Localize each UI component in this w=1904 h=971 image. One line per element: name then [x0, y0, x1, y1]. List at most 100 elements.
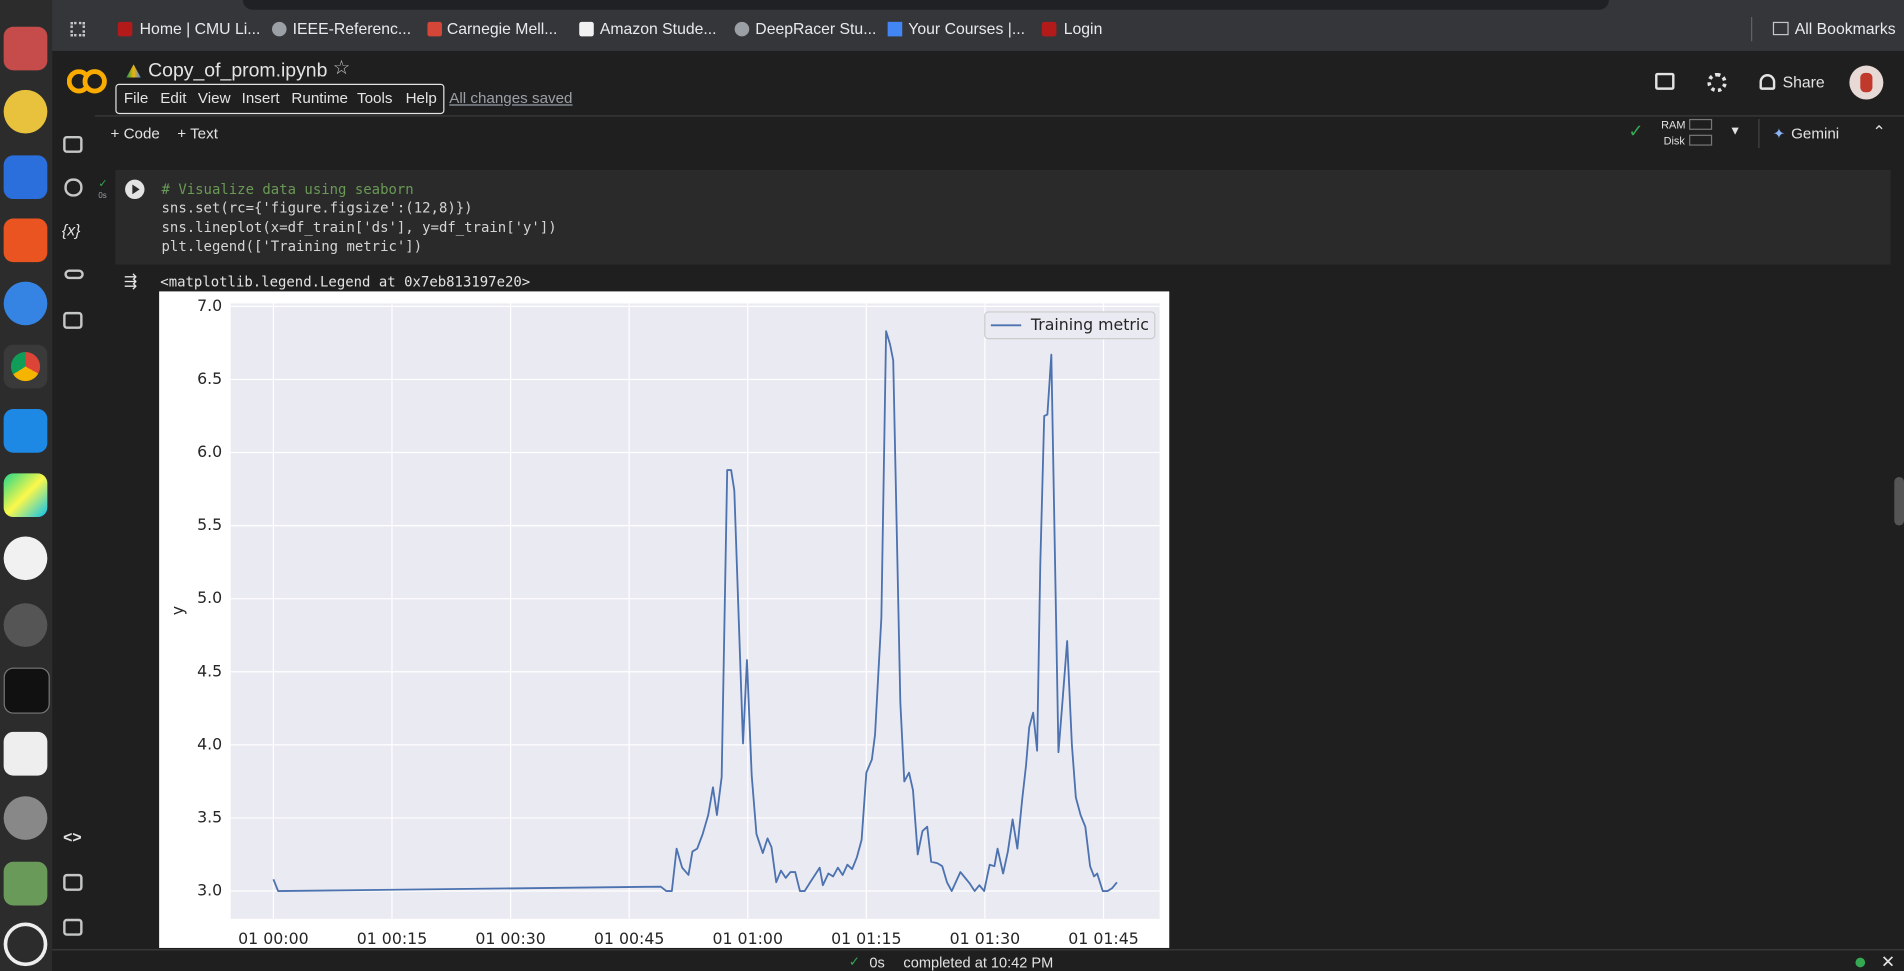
scrollbar[interactable] [1894, 477, 1904, 526]
x-tick-label: 01 01:30 [950, 929, 1021, 948]
separator [1751, 16, 1753, 42]
bookmark-icon [117, 21, 133, 37]
status-check: ✓ [848, 955, 860, 970]
bookmark-icon [272, 21, 287, 37]
x-tick-label: 01 00:45 [594, 929, 665, 948]
run-button[interactable] [125, 179, 145, 200]
exec-check: ✓ [98, 177, 108, 190]
snippets-icon[interactable]: <> [63, 827, 82, 846]
plot-area [230, 303, 1160, 919]
bookmark[interactable]: Login [1063, 19, 1103, 38]
command-icon[interactable] [63, 873, 83, 891]
add-code-button[interactable]: + Code [111, 124, 160, 143]
status-bar [52, 949, 1904, 971]
y-tick-label: 4.5 [197, 661, 222, 680]
comment-icon[interactable] [1655, 72, 1675, 90]
divider [94, 115, 1904, 117]
settings-icon[interactable] [1707, 72, 1727, 93]
dock-app[interactable] [3, 861, 48, 906]
dock-app[interactable] [3, 922, 48, 967]
collapse-icon[interactable]: ⌃ [1872, 122, 1886, 141]
bookmark-icon [427, 21, 443, 37]
ram-label: RAM [1661, 118, 1686, 132]
output-menu-icon[interactable]: ⇶ [123, 271, 138, 291]
exec-time: 0s [98, 191, 107, 201]
share-icon[interactable] [1759, 74, 1776, 90]
x-tick-label: 01 00:30 [475, 929, 546, 948]
y-tick-label: 6.0 [197, 442, 222, 461]
code-line: sns.set(rc={'figure.figsize':(12,8)}) [161, 199, 473, 217]
bookmark[interactable]: IEEE-Referenc... [292, 19, 412, 38]
all-bookmarks[interactable]: All Bookmarks [1794, 19, 1896, 38]
menu-item[interactable]: Runtime [291, 89, 348, 107]
gemini-button[interactable]: Gemini [1791, 125, 1840, 143]
dock-app[interactable] [3, 26, 48, 71]
star-icon[interactable]: ☆ [332, 58, 351, 79]
share-button[interactable]: Share [1782, 72, 1825, 92]
dock-app[interactable] [3, 536, 48, 581]
avatar[interactable] [1849, 65, 1884, 100]
menu-item[interactable]: Help [405, 89, 437, 107]
x-tick-label: 01 01:15 [831, 929, 902, 948]
close-status[interactable]: ✕ [1880, 951, 1896, 971]
code-cell[interactable] [115, 169, 1891, 265]
dock-app[interactable] [3, 796, 48, 840]
variables-icon[interactable]: {x} [61, 220, 81, 240]
apps-icon[interactable] [70, 21, 86, 37]
bookmark[interactable]: Carnegie Mell... [446, 19, 558, 38]
menu-item[interactable]: Insert [241, 89, 280, 107]
folder-icon [1772, 21, 1789, 36]
colab-logo[interactable] [66, 69, 108, 94]
x-tick-label: 01 00:15 [357, 929, 428, 948]
menu-item[interactable]: File [123, 89, 149, 107]
bookmark-icon [579, 21, 594, 37]
dock-app[interactable] [3, 344, 48, 389]
menu-item[interactable]: View [197, 89, 231, 107]
search-icon[interactable] [64, 178, 83, 197]
menu-item[interactable]: Tools [357, 89, 393, 107]
output-text: <matplotlib.legend.Legend at 0x7eb813197… [160, 273, 531, 291]
plus: + [110, 125, 124, 143]
connected-check: ✓ [1628, 121, 1644, 143]
status-time: 0s [869, 954, 885, 971]
x-tick-label: 01 01:45 [1068, 929, 1139, 948]
x-tick-label: 01 00:00 [238, 929, 309, 948]
status-message: completed at 10:42 PM [903, 954, 1054, 971]
dock-app[interactable] [3, 281, 48, 326]
dock-app[interactable] [3, 667, 50, 714]
terminal-icon[interactable] [63, 918, 83, 936]
files-icon[interactable] [63, 311, 83, 329]
save-status[interactable]: All changes saved [449, 89, 573, 107]
y-tick-label: 3.5 [197, 807, 222, 826]
bookmark[interactable]: Your Courses |... [908, 19, 1026, 38]
plus: + [177, 125, 191, 143]
secrets-icon[interactable] [64, 269, 84, 280]
dock-app[interactable] [3, 731, 48, 776]
gemini-icon: ✦ [1772, 125, 1786, 143]
toc-icon[interactable] [63, 135, 83, 153]
line-series [272, 330, 1118, 892]
bookmark[interactable]: Amazon Stude... [599, 19, 717, 38]
bookmark[interactable]: Home | CMU Li... [139, 19, 261, 38]
x-tick-label: 01 01:00 [712, 929, 783, 948]
menu-item[interactable]: Edit [160, 89, 187, 107]
dock-app[interactable] [3, 89, 48, 134]
dock-app[interactable] [3, 155, 48, 200]
dock-app[interactable] [3, 473, 48, 518]
disk-label: Disk [1663, 134, 1685, 147]
add-code-label: Code [123, 125, 160, 143]
dock-app[interactable] [3, 218, 48, 263]
legend-box [984, 311, 1156, 340]
add-text-button[interactable]: + Text [177, 124, 218, 143]
dock-app[interactable] [3, 409, 48, 453]
y-tick-label: 7.0 [197, 296, 222, 315]
connection-dot [1855, 957, 1866, 968]
notebook-title[interactable]: Copy_of_prom.ipynb [148, 60, 328, 82]
address-bar [242, 0, 1609, 10]
bookmark-icon [887, 21, 903, 37]
y-tick-label: 5.5 [197, 515, 222, 534]
resource-dropdown[interactable]: ▼ [1729, 125, 1742, 139]
dock-app[interactable] [3, 603, 48, 647]
bookmark[interactable]: DeepRacer Stu... [755, 19, 877, 38]
